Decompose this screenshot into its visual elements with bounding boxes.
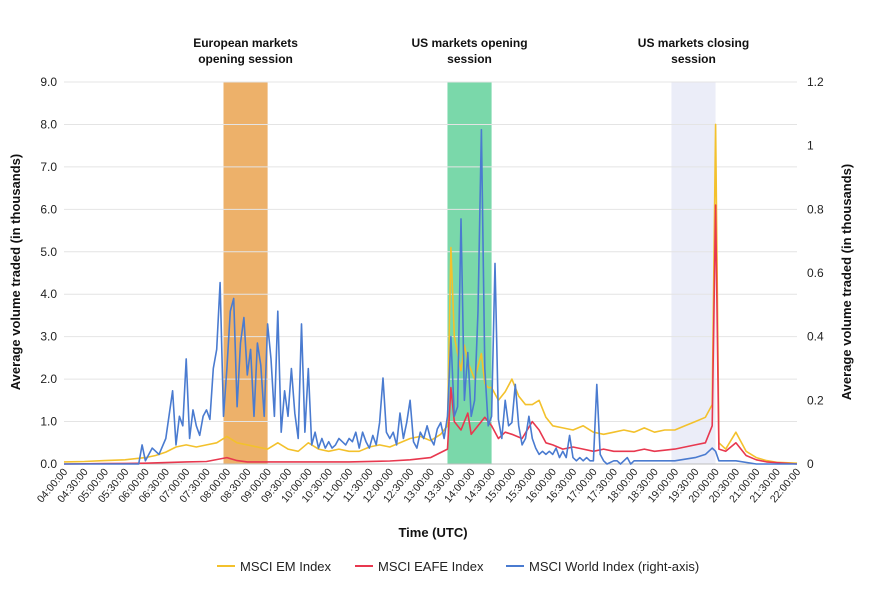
y-right-tick-label: 0.8 <box>807 202 824 216</box>
y-left-tick-label: 5.0 <box>40 245 57 259</box>
y-left-tick-label: 6.0 <box>40 202 57 216</box>
y-axis-right-title: Average volume traded (in thousands) <box>839 164 854 400</box>
y-right-tick-label: 1.2 <box>807 75 824 89</box>
y-right-tick-label: 0 <box>807 457 814 471</box>
legend: MSCI EM Index MSCI EAFE Index MSCI World I… <box>217 559 699 574</box>
session-label-2-line2: session <box>671 52 716 66</box>
session-annotations: European markets opening session US market… <box>193 36 749 66</box>
y-left-tick-label: 0.0 <box>40 457 57 471</box>
x-axis-title: Time (UTC) <box>398 525 467 540</box>
y-left-tick-label: 8.0 <box>40 117 57 131</box>
left-axis-ticks: 0.0 1.0 2.0 3.0 4.0 5.0 6.0 7.0 8.0 9.0 <box>40 75 57 471</box>
legend-label-1: MSCI EAFE Index <box>378 559 484 574</box>
y-left-tick-label: 2.0 <box>40 372 57 386</box>
y-right-tick-label: 0.6 <box>807 266 824 280</box>
session-label-1-line1: US markets opening <box>412 36 528 50</box>
y-right-tick-label: 1 <box>807 139 814 153</box>
y-left-tick-label: 1.0 <box>40 415 57 429</box>
gridlines <box>64 81 797 465</box>
session-label-1-line2: session <box>447 52 492 66</box>
x-axis-ticks: 04:00:0004:30:0005:00:0005:30:0006:00:00… <box>35 466 804 505</box>
session-label-0-line1: European markets <box>193 36 298 50</box>
session-band-2 <box>671 82 716 464</box>
y-left-tick-label: 4.0 <box>40 287 57 301</box>
y-axis-left-title: Average volume traded (in thousands) <box>8 154 23 390</box>
series-line-1 <box>63 204 798 465</box>
right-axis-ticks: 0 0.2 0.4 0.6 0.8 1 1.2 <box>807 75 824 471</box>
y-right-tick-label: 0.4 <box>807 330 824 344</box>
series-lines <box>63 123 798 465</box>
session-band-0 <box>223 82 268 464</box>
series-line-0 <box>63 123 798 464</box>
legend-label-0: MSCI EM Index <box>240 559 332 574</box>
y-right-tick-label: 0.2 <box>807 393 824 407</box>
series-line-2 <box>64 128 797 465</box>
session-label-0-line2: opening session <box>198 52 293 66</box>
legend-label-2: MSCI World Index (right-axis) <box>529 559 699 574</box>
session-label-2-line1: US markets closing <box>638 36 749 50</box>
session-bands <box>223 82 716 464</box>
y-left-tick-label: 3.0 <box>40 330 57 344</box>
y-left-tick-label: 7.0 <box>40 160 57 174</box>
y-left-tick-label: 9.0 <box>40 75 57 89</box>
